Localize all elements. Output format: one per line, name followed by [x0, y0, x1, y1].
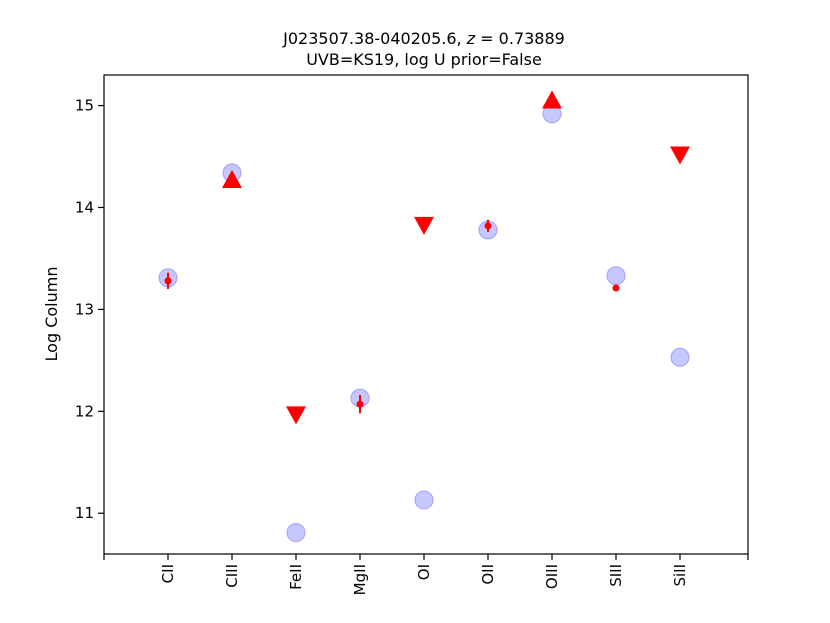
plot-area	[158, 90, 690, 543]
y-tick-label: 11	[75, 504, 94, 522]
y-tick-label: 14	[75, 198, 94, 216]
upper-limit-marker-siii	[670, 146, 690, 165]
y-axis-label: Log Column	[42, 267, 61, 362]
x-tick-label-siii: SiII	[671, 564, 689, 587]
detection-point-oii	[484, 222, 492, 230]
detection-point-mgii	[356, 400, 364, 408]
upper-limit-marker-feii	[286, 406, 306, 425]
x-tick-label-oii: OII	[479, 564, 497, 585]
axes: 11 12 13 14 15 CII CIII FeII MgII OI OII OIII SIII Si…	[75, 97, 749, 595]
lower-limit-marker-oiii	[542, 90, 562, 109]
y-tick-label: 15	[75, 97, 94, 115]
chart-title-line1: J023507.38-040205.6, z = 0.73889	[282, 29, 565, 48]
detection-point-cii	[164, 277, 172, 285]
x-tick-label-mgii: MgII	[351, 564, 369, 595]
x-tick-label-oi: OI	[415, 564, 433, 580]
chart-title-line2: UVB=KS19, log U prior=False	[306, 50, 542, 69]
model-point-siii	[670, 347, 690, 367]
y-tick-label: 13	[75, 300, 94, 318]
lower-limit-marker-ciii	[222, 169, 242, 188]
x-tick-label-feii: FeII	[287, 564, 305, 590]
x-tick-label-siii: SIII	[607, 564, 625, 587]
plot-frame	[103, 74, 749, 555]
y-tick-label: 12	[75, 402, 94, 420]
detection-point-siii	[612, 284, 620, 292]
model-point-feii	[286, 523, 306, 543]
model-point-oi	[414, 490, 434, 510]
x-tick-label-cii: CII	[159, 564, 177, 583]
x-tick-label-ciii: CIII	[223, 564, 241, 588]
upper-limit-marker-oi	[414, 216, 434, 235]
x-tick-label-oiii: OIII	[543, 564, 561, 589]
model-point-siii	[606, 266, 626, 286]
